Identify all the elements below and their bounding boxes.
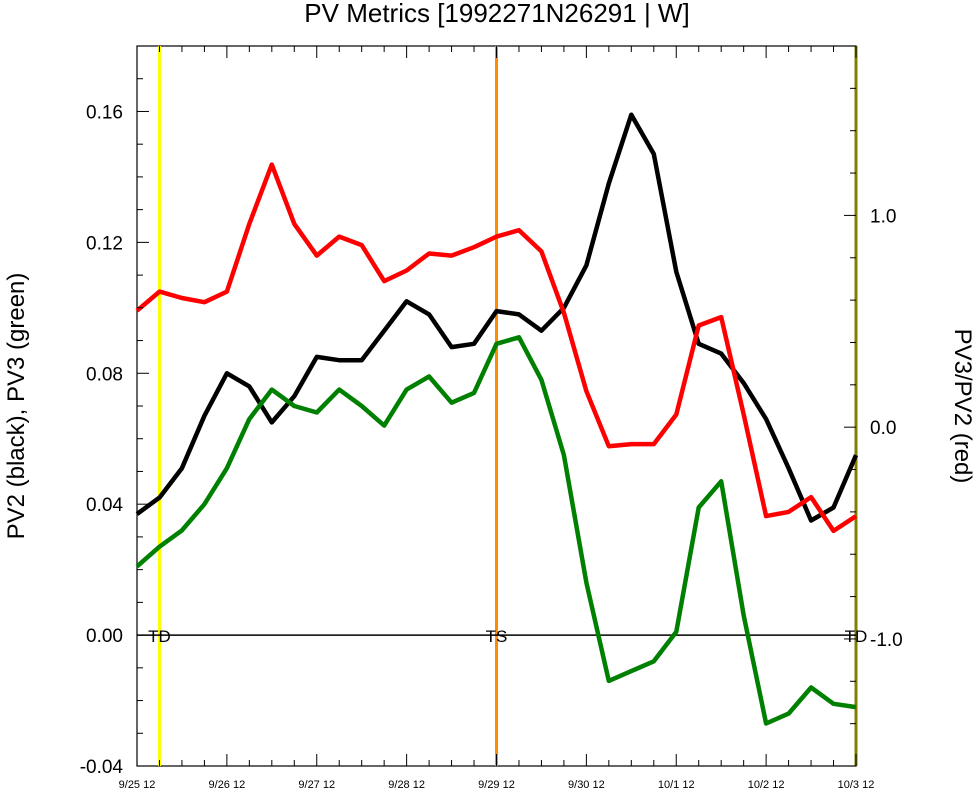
left-tick-label: -0.04 (80, 757, 124, 778)
x-tick-label: 9/30 12 (568, 779, 605, 791)
stage-label-0: TD (148, 627, 171, 646)
series-lines (135, 112, 859, 726)
left-tick-label: 0.00 (86, 626, 123, 647)
y-axis-left-label: PV2 (black), PV3 (green) (3, 273, 30, 540)
stage-markers (157, 46, 858, 766)
chart-title: PV Metrics [1992271N26291 | W] (304, 0, 689, 28)
left-tick-label: 0.04 (86, 495, 123, 516)
stage-label-1: TS (486, 627, 508, 646)
x-tick-label: 10/3 12 (838, 779, 875, 791)
series-line-1 (135, 335, 857, 726)
axis-ticks (136, 45, 857, 767)
x-tick-label: 9/27 12 (298, 779, 335, 791)
x-tick-label: 9/26 12 (209, 779, 246, 791)
zero-line: TD TS TD (137, 627, 867, 646)
stage-label-2: TD (845, 627, 868, 646)
x-tick-label: 10/1 12 (658, 779, 695, 791)
left-tick-label: 0.12 (86, 233, 123, 254)
x-tick-label: 9/25 12 (119, 779, 156, 791)
tick-labels: 0.16 0.12 0.08 0.04 0.00 -0.04 1.0 0.0 -1.0 9/25 … (80, 102, 903, 791)
right-tick-label: 1.0 (870, 206, 896, 227)
x-tick-label: 10/2 12 (748, 779, 785, 791)
series-line-2 (135, 162, 858, 534)
right-tick-label: -1.0 (870, 630, 903, 651)
x-tick-label: 9/29 12 (478, 779, 515, 791)
right-tick-label: 0.0 (870, 418, 896, 439)
left-tick-label: 0.08 (86, 364, 123, 385)
y-axis-right-label: PV3/PV2 (red) (949, 329, 976, 484)
x-tick-label: 9/28 12 (388, 779, 425, 791)
left-tick-label: 0.16 (86, 102, 123, 123)
